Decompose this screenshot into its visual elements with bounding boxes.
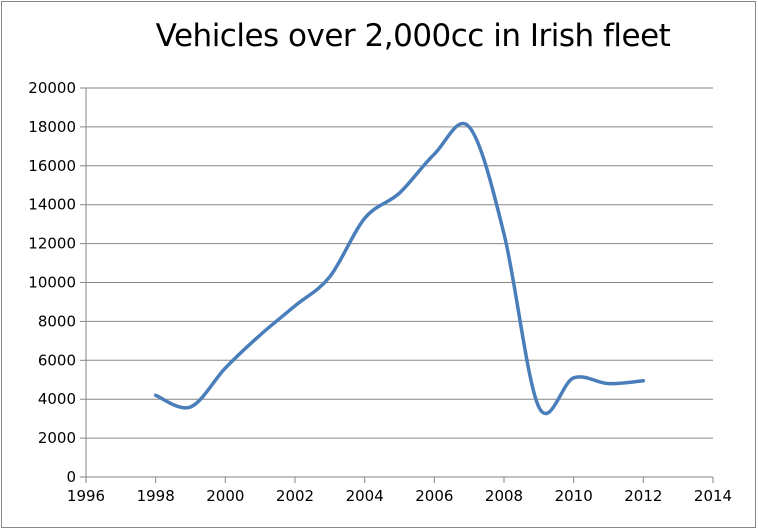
series-line <box>153 121 646 416</box>
y-tick-label: 18000 <box>28 118 76 136</box>
y-tick-label: 2000 <box>38 429 76 447</box>
x-tick-label: 2000 <box>206 487 244 505</box>
x-tick-label: 2008 <box>485 487 523 505</box>
y-tick-label: 16000 <box>28 157 76 175</box>
x-tick-label: 2004 <box>346 487 384 505</box>
y-tick-label: 14000 <box>28 196 76 214</box>
chart-title: Vehicles over 2,000cc in Irish fleet <box>155 18 671 54</box>
x-tick-label: 2002 <box>276 487 314 505</box>
x-tick-label: 1996 <box>67 487 105 505</box>
x-tick-label: 2012 <box>624 487 662 505</box>
y-tick-label: 4000 <box>38 390 76 408</box>
y-tick-label: 8000 <box>38 312 76 330</box>
x-tick-label: 2014 <box>694 487 732 505</box>
x-tick-label: 2010 <box>555 487 593 505</box>
y-tick-label: 10000 <box>28 274 76 292</box>
x-tick-label: 1998 <box>137 487 175 505</box>
y-tick-label: 0 <box>66 468 76 486</box>
y-tick-label: 20000 <box>28 79 76 97</box>
x-tick-label: 2006 <box>415 487 453 505</box>
y-tick-label: 12000 <box>28 235 76 253</box>
y-tick-label: 6000 <box>38 351 76 369</box>
